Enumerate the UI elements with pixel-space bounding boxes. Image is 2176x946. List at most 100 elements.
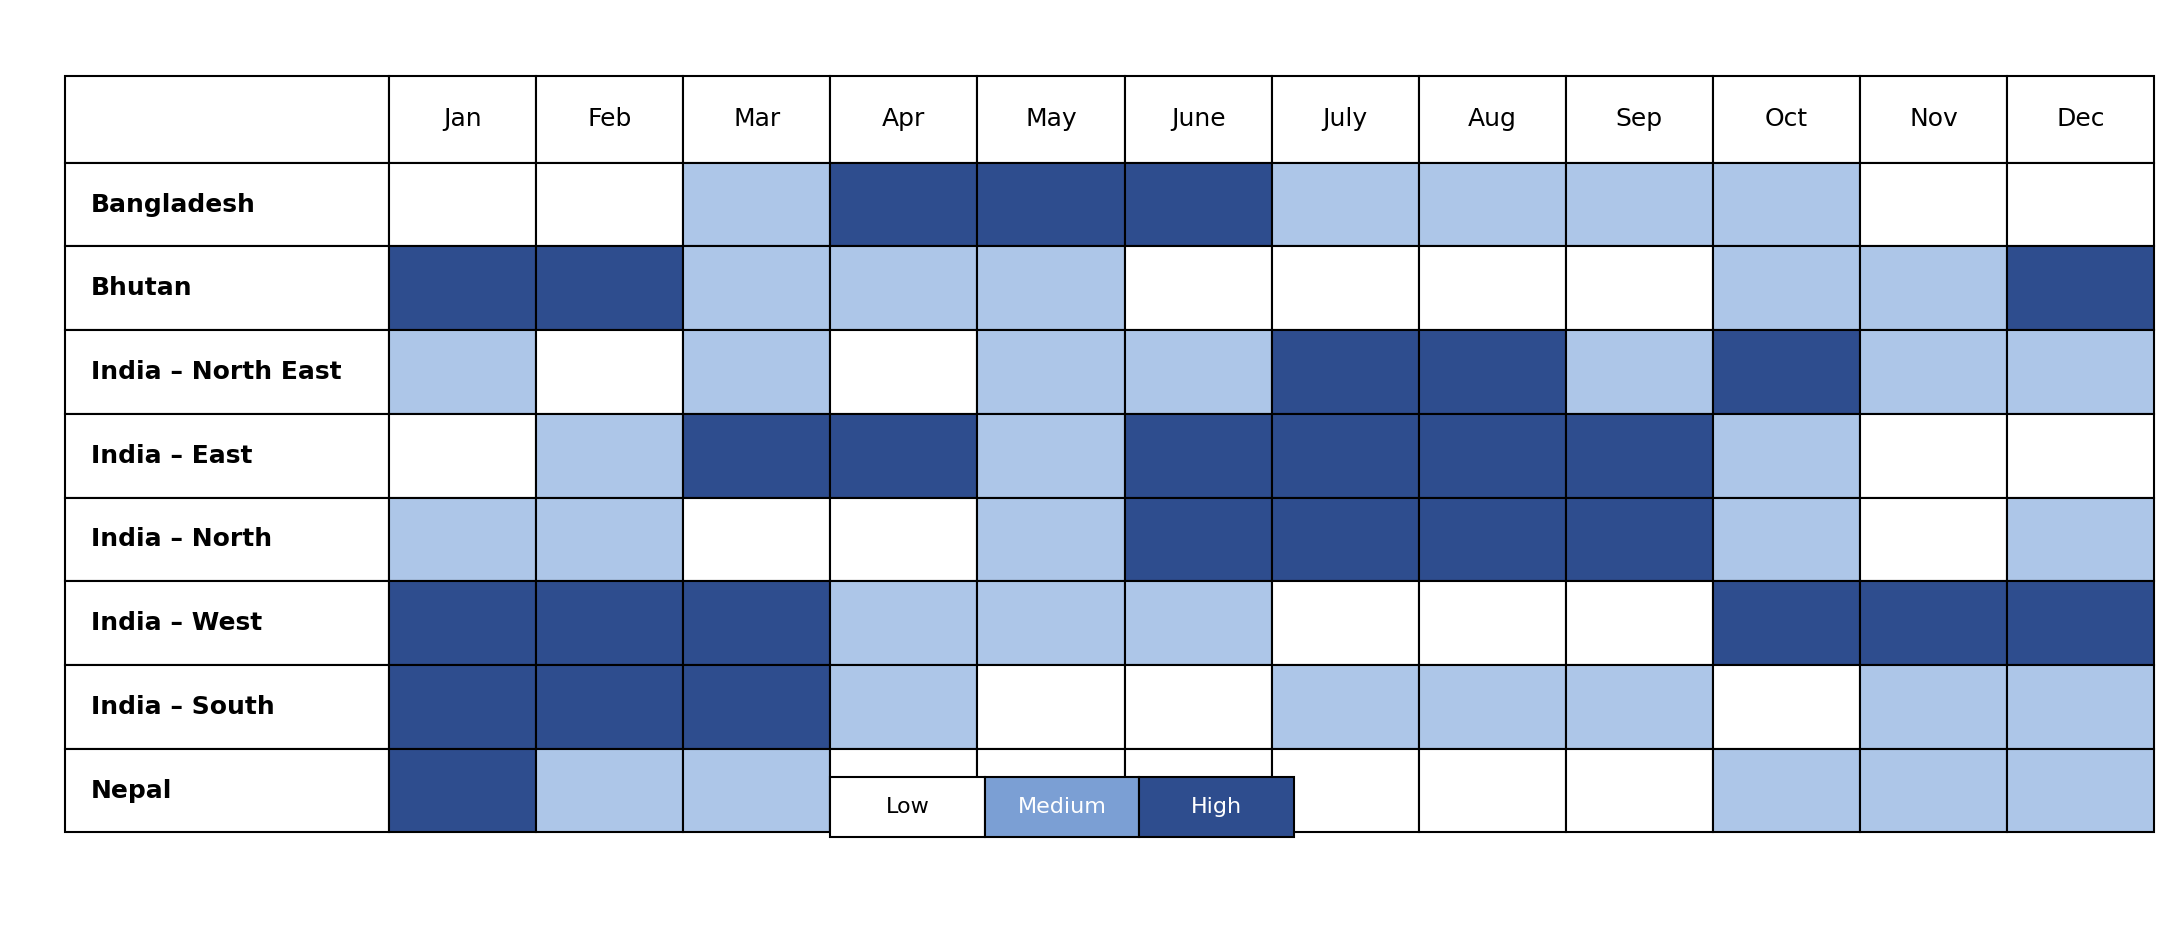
Text: Nov: Nov — [1908, 107, 1958, 131]
Bar — [1860, 749, 2006, 832]
Bar — [535, 330, 683, 414]
Text: India – South: India – South — [91, 695, 274, 719]
Bar — [65, 498, 390, 581]
Bar — [1567, 665, 1713, 749]
Text: India – North East: India – North East — [91, 360, 342, 384]
Bar — [683, 665, 831, 749]
Bar — [977, 498, 1125, 581]
Bar — [535, 498, 683, 581]
Bar — [1125, 246, 1271, 330]
Bar — [1713, 498, 1860, 581]
Bar — [2006, 749, 2154, 832]
Bar — [977, 330, 1125, 414]
Bar — [1860, 498, 2006, 581]
Bar — [1419, 246, 1567, 330]
Bar — [65, 581, 390, 665]
Bar — [2006, 581, 2154, 665]
Bar — [831, 330, 977, 414]
Bar — [831, 76, 977, 163]
Bar — [831, 777, 986, 837]
Bar — [390, 330, 535, 414]
Text: Apr: Apr — [881, 107, 925, 131]
Bar — [2006, 414, 2154, 498]
Bar — [2006, 665, 2154, 749]
Bar — [1713, 76, 1860, 163]
Bar — [390, 665, 535, 749]
Bar — [683, 163, 831, 246]
Bar — [65, 76, 390, 163]
Text: Medium: Medium — [1018, 797, 1105, 817]
Bar — [977, 581, 1125, 665]
Bar — [977, 749, 1125, 832]
Bar — [65, 665, 390, 749]
Bar — [1271, 163, 1419, 246]
Bar — [1567, 749, 1713, 832]
Bar — [1567, 163, 1713, 246]
Bar — [1567, 581, 1713, 665]
Bar — [977, 76, 1125, 163]
Text: Dec: Dec — [2056, 107, 2104, 131]
Bar — [683, 581, 831, 665]
Bar — [831, 163, 977, 246]
Bar — [977, 246, 1125, 330]
Text: July: July — [1323, 107, 1369, 131]
Bar — [683, 414, 831, 498]
Bar — [683, 498, 831, 581]
Text: High: High — [1190, 797, 1242, 817]
Bar — [1125, 665, 1271, 749]
Bar — [1271, 330, 1419, 414]
Bar — [1567, 414, 1713, 498]
Bar — [831, 246, 977, 330]
Bar — [535, 76, 683, 163]
Bar — [535, 749, 683, 832]
Bar — [65, 246, 390, 330]
Text: Sep: Sep — [1617, 107, 1662, 131]
Text: June: June — [1171, 107, 1225, 131]
Bar — [1713, 749, 1860, 832]
Bar — [1271, 246, 1419, 330]
Bar — [1125, 749, 1271, 832]
Bar — [831, 498, 977, 581]
Bar — [2006, 330, 2154, 414]
Bar — [977, 163, 1125, 246]
Bar — [1419, 330, 1567, 414]
Bar — [2006, 498, 2154, 581]
Bar — [1567, 330, 1713, 414]
Text: Oct: Oct — [1765, 107, 1808, 131]
Bar — [1125, 76, 1271, 163]
Bar — [390, 414, 535, 498]
Bar — [831, 665, 977, 749]
Bar — [535, 163, 683, 246]
Bar — [1419, 498, 1567, 581]
Bar — [1860, 163, 2006, 246]
Text: Bangladesh: Bangladesh — [91, 193, 257, 217]
Bar — [1860, 330, 2006, 414]
Text: Nepal: Nepal — [91, 779, 172, 802]
Bar — [1713, 330, 1860, 414]
Bar — [977, 414, 1125, 498]
Bar — [390, 76, 535, 163]
Bar — [1419, 163, 1567, 246]
Bar — [1713, 246, 1860, 330]
Bar — [2006, 76, 2154, 163]
Bar — [831, 581, 977, 665]
Bar — [390, 163, 535, 246]
Text: May: May — [1025, 107, 1077, 131]
Bar — [831, 414, 977, 498]
Text: Bhutan: Bhutan — [91, 276, 194, 300]
Bar — [1419, 665, 1567, 749]
Bar — [535, 581, 683, 665]
Bar — [2006, 163, 2154, 246]
Text: India – North: India – North — [91, 528, 272, 552]
Bar — [1713, 414, 1860, 498]
Bar — [1860, 581, 2006, 665]
Bar — [1419, 749, 1567, 832]
Bar — [1713, 665, 1860, 749]
Text: Feb: Feb — [588, 107, 631, 131]
Bar — [535, 665, 683, 749]
Bar — [1567, 76, 1713, 163]
Text: India – West: India – West — [91, 611, 263, 635]
Bar — [2006, 246, 2154, 330]
Bar — [1567, 498, 1713, 581]
Bar — [1271, 581, 1419, 665]
